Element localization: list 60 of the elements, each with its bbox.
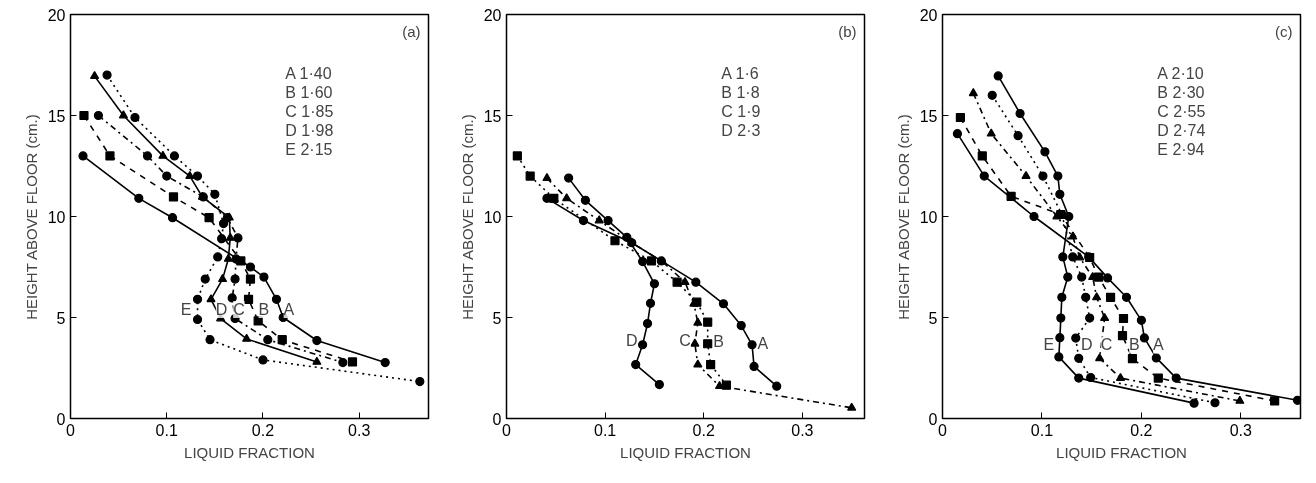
x-axis-title: LIQUID FRACTION [620,443,751,461]
annotation: B [713,333,724,351]
annotation: A [757,335,769,353]
x-tick-label: 0.3 [1229,421,1253,439]
x-tick-label: 0.2 [692,421,715,439]
x-tick-label: 0.3 [348,421,371,439]
annotation: C [1100,336,1113,354]
annotation: B 2·30 [1157,83,1205,101]
annotation: D [625,331,638,349]
annotation: D [215,300,228,318]
y-tick-label: 0 [56,410,66,428]
annotation: E 2·94 [1157,140,1205,158]
y-tick-label: 20 [483,6,502,24]
annotation: B [258,300,270,318]
annotation: A 2·10 [1157,64,1204,82]
y-tick-label: 15 [47,107,66,125]
y-tick-label: 10 [47,208,66,226]
annotation: C 1·85 [285,102,334,120]
annotation: D 2·3 [721,121,761,139]
annotation: (b) [838,22,857,40]
x-tick-label: 0.3 [791,421,814,439]
annotation: A 1·40 [285,64,332,82]
annotation: C 2·55 [1157,102,1206,120]
x-axis-title: LIQUID FRACTION [184,443,315,461]
annotation: B [1129,336,1140,354]
annotation: C 1·9 [721,102,761,120]
annotation: E 2·15 [285,140,333,158]
annotation: B 1·60 [285,83,333,101]
y-tick-label: 20 [47,6,66,24]
annotation: A 1·6 [721,64,759,82]
y-tick-label: 10 [483,208,502,226]
x-tick-label: 0.2 [1130,421,1153,439]
annotation: (a) [402,22,421,40]
annotation: E [1043,336,1055,354]
x-tick-label: 0.1 [594,421,617,439]
y-axis-title: HEIGHT ABOVE FLOOR (cm.) [22,114,40,320]
y-tick-label: 10 [919,208,938,226]
annotation: (c) [1275,22,1293,40]
annotation: D 1·98 [285,121,334,139]
annotation: A [1152,336,1164,354]
y-tick-label: 5 [56,309,66,327]
y-tick-label: 15 [919,107,938,125]
y-tick-label: 5 [928,309,938,327]
annotation: B 1·8 [721,83,760,101]
annotation: E [180,300,192,318]
y-tick-label: 0 [928,410,938,428]
x-tick-label: 0.1 [1030,421,1054,439]
y-tick-label: 15 [483,107,502,125]
y-axis-title: HEIGHT ABOVE FLOOR (cm.) [458,114,476,320]
annotation: C [679,331,691,349]
x-axis-title: LIQUID FRACTION [1056,443,1187,461]
annotation: C [233,300,245,318]
y-tick-label: 0 [492,410,502,428]
y-tick-label: 20 [919,6,938,24]
annotation: D [1080,336,1093,354]
y-tick-label: 5 [492,309,502,327]
annotation: D 2·74 [1157,121,1206,139]
x-tick-label: 0.1 [155,421,178,439]
x-tick-label: 0.2 [251,421,275,439]
y-axis-title: HEIGHT ABOVE FLOOR (cm.) [894,114,912,320]
